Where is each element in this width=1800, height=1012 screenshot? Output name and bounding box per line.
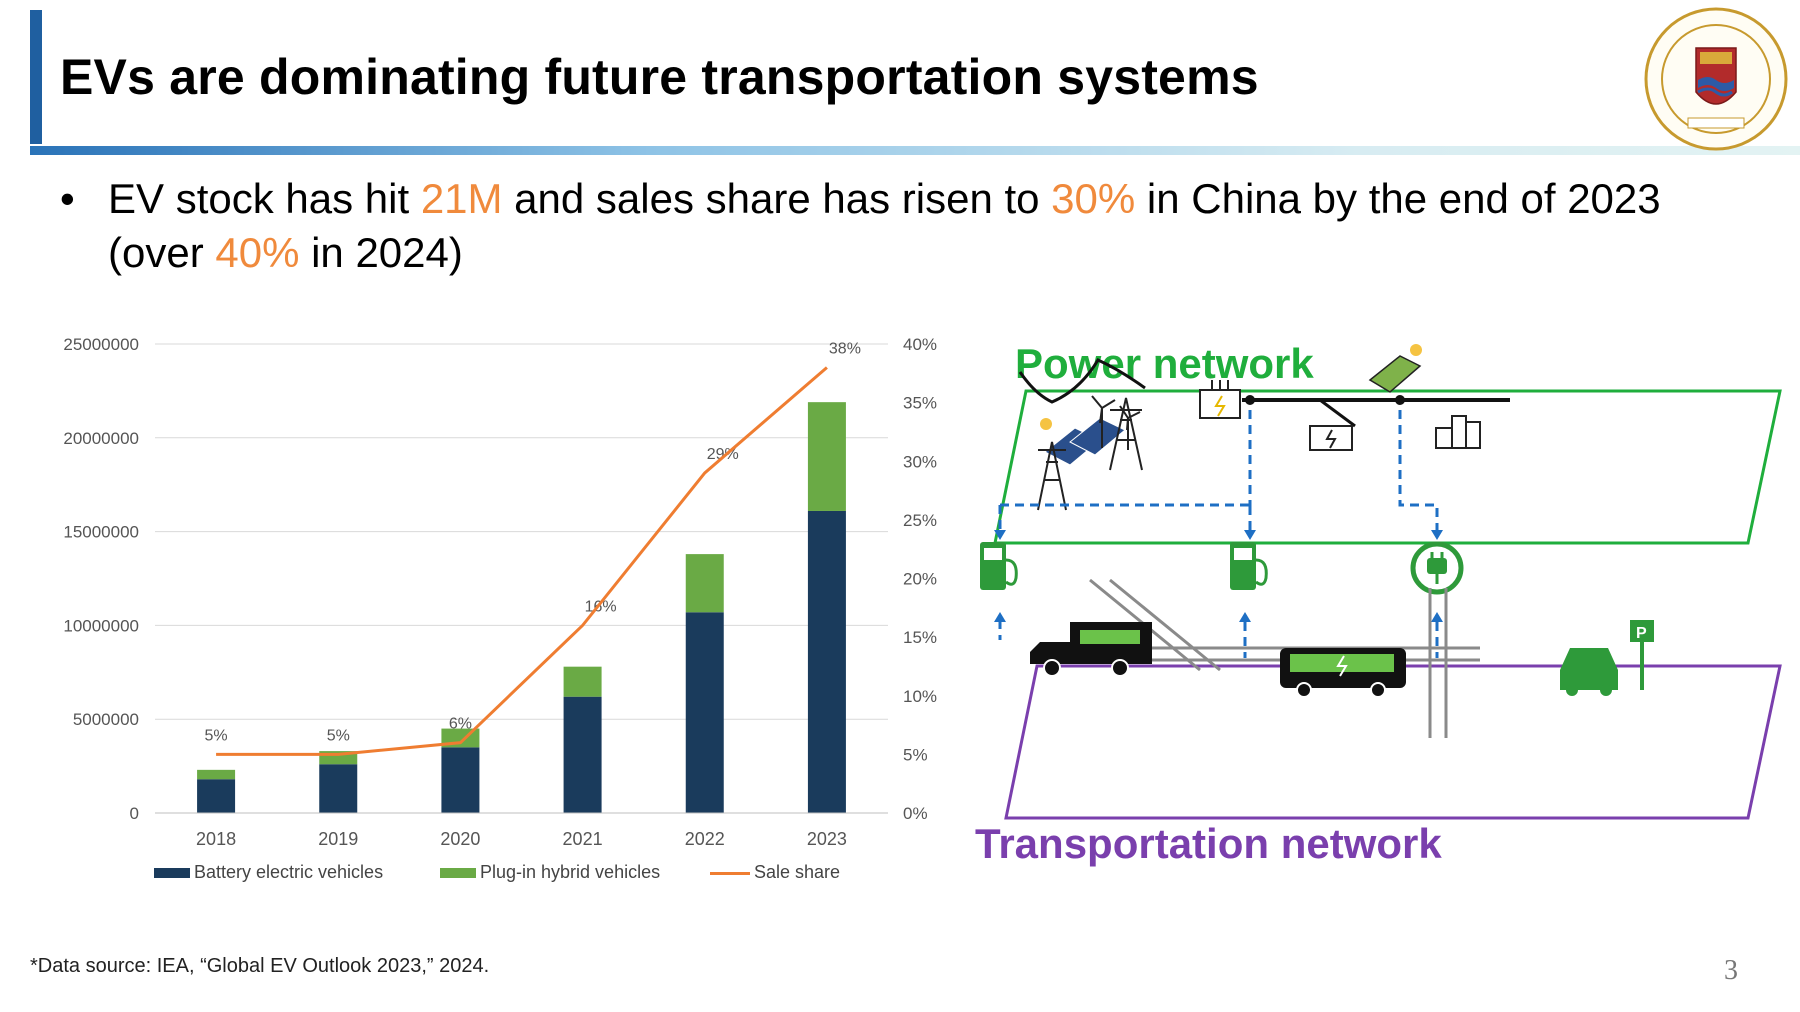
solar-panel-icon — [1040, 417, 1126, 466]
wind-turbine-icon — [1091, 395, 1141, 450]
bar-bev — [685, 612, 724, 813]
x-tick-label: 2023 — [807, 829, 847, 849]
bar-bev — [197, 779, 236, 813]
y-right-tick-label: 0% — [903, 804, 928, 823]
transportation-network-plane — [1004, 664, 1782, 820]
bar-bev — [563, 696, 602, 813]
x-tick-label: 2022 — [685, 829, 725, 849]
x-tick-label: 2020 — [440, 829, 480, 849]
y-right-tick-label: 15% — [903, 628, 937, 647]
legend-swatch-share — [710, 871, 750, 875]
bar-bev — [441, 747, 480, 813]
legend-item-share: Sale share — [710, 862, 840, 883]
bus-node — [1245, 395, 1255, 405]
network-diagram-graphic: P — [980, 344, 1782, 820]
transportation-network-label: Transportation network — [975, 820, 1442, 867]
charging-station-icon — [1230, 542, 1268, 590]
y-left-tick-label: 20000000 — [63, 429, 139, 448]
y-right-tick-label: 25% — [903, 511, 937, 530]
page-number: 3 — [1724, 955, 1738, 986]
title-underline — [30, 146, 1800, 155]
y-left-tick-label: 25000000 — [63, 335, 139, 354]
ev-stock-chart: 0 5000000 10000000 15000000 20000000 25000000… — [63, 335, 937, 849]
y-left-tick-label: 15000000 — [63, 523, 139, 542]
x-tick-label: 2018 — [196, 829, 236, 849]
share-data-label: 5% — [327, 727, 350, 744]
transmission-tower-icon — [1037, 397, 1143, 511]
data-source-footnote: *Data source: IEA, “Global EV Outlook 20… — [30, 955, 490, 977]
rooftop-solar-icon — [1368, 344, 1422, 393]
sales-share-highlight: 30% — [1051, 175, 1136, 222]
bullet-text-part: in China by the end of 2023 (over — [108, 175, 1661, 276]
bus-node — [1395, 395, 1405, 405]
bullet-symbol: • — [60, 175, 75, 222]
legend-swatch-bev — [154, 868, 190, 879]
bar-phev — [197, 769, 236, 780]
power-network-label: Power network — [1015, 340, 1314, 387]
power-transport-diagram: Power network Transportation network — [960, 330, 1800, 890]
ev-stock-highlight: 21M — [420, 175, 503, 222]
y-left-tick-label: 10000000 — [63, 616, 139, 635]
slide-title: EVs are dominating future transportation… — [60, 49, 1259, 105]
bar-phev — [563, 666, 602, 697]
legend-item-bev: Battery electric vehicles — [154, 862, 383, 883]
y-right-tick-label: 30% — [903, 452, 937, 471]
legend-label-phev: Plug-in hybrid vehicles — [480, 862, 661, 882]
share-2024-highlight: 40% — [215, 229, 300, 276]
y-left-tick-label: 0 — [130, 804, 139, 823]
y-right-tick-label: 40% — [903, 335, 937, 354]
university-seal-logo — [1644, 7, 1788, 151]
transformer-icon — [1199, 380, 1241, 419]
bar-phev — [685, 554, 724, 613]
coupling-arrowheads — [994, 530, 1443, 622]
bullet-text-part: in 2024) — [299, 229, 463, 276]
bus-icon — [1280, 648, 1406, 698]
parking-car-icon: P — [1560, 620, 1654, 696]
buildings-icon — [1435, 415, 1481, 449]
charging-station-icon — [980, 542, 1018, 590]
x-tick-label: 2021 — [563, 829, 603, 849]
battery-storage-icon — [1309, 425, 1353, 451]
power-line — [1018, 358, 1146, 404]
y-right-tick-label: 35% — [903, 394, 937, 413]
legend-item-phev: Plug-in hybrid vehicles — [440, 862, 660, 883]
sale-share-line — [216, 366, 828, 756]
bullet-text: EV stock has hit 21M and sales share has… — [108, 172, 1728, 280]
bar-phev — [807, 402, 846, 511]
y-right-tick-label: 10% — [903, 687, 937, 706]
bar-bev — [319, 764, 358, 813]
power-network-plane — [993, 389, 1782, 545]
svg-text:P: P — [1636, 625, 1647, 642]
truck-icon — [1030, 622, 1152, 677]
x-tick-label: 2019 — [318, 829, 358, 849]
bar-bev — [807, 510, 846, 813]
coupling-links — [998, 410, 1439, 658]
bullet-text-part: EV stock has hit — [108, 175, 421, 222]
legend-label-bev: Battery electric vehicles — [194, 862, 384, 882]
legend-swatch-phev — [440, 868, 476, 879]
y-left-tick-label: 5000000 — [73, 710, 139, 729]
bullet-text-part: and sales share has risen to — [502, 175, 1052, 222]
share-data-label: 38% — [829, 340, 861, 357]
y-right-tick-label: 5% — [903, 745, 928, 764]
y-right-tick-label: 20% — [903, 570, 937, 589]
title-accent-bar — [30, 10, 42, 144]
distribution-branch — [1319, 398, 1356, 428]
legend-label-share: Sale share — [754, 862, 841, 882]
share-data-label: 6% — [449, 716, 472, 733]
share-data-label: 5% — [205, 727, 228, 744]
charging-plug-icon — [1410, 541, 1464, 595]
